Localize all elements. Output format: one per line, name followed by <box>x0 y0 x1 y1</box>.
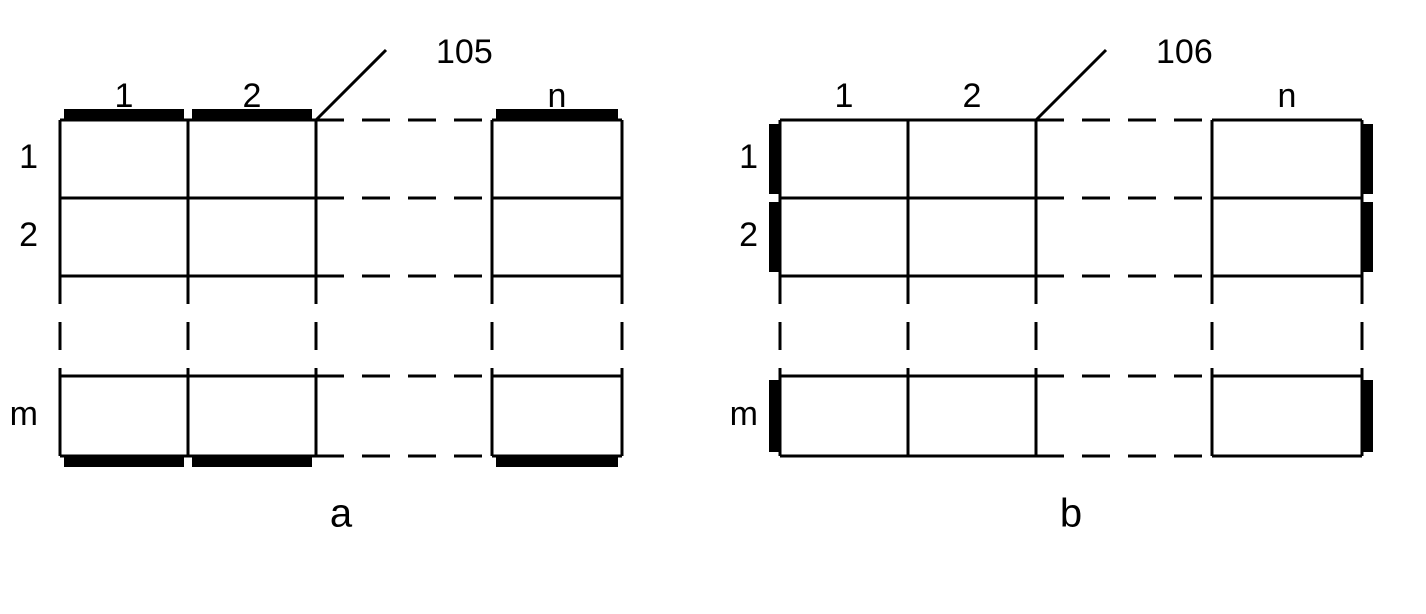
row-label-2: 2 <box>19 216 38 254</box>
diagram-container: 12n12m105a12n12m106b <box>0 0 1426 614</box>
row-label-1: 1 <box>739 138 758 176</box>
row-label-1: 1 <box>19 138 38 176</box>
row-label-m: m <box>10 395 38 433</box>
col-label-1: 1 <box>835 77 854 115</box>
row-label-2: 2 <box>739 216 758 254</box>
col-label-2: 2 <box>963 77 982 115</box>
caption: a <box>330 492 353 536</box>
diagram-svg: 12n12m105a12n12m106b <box>0 0 1426 614</box>
caption: b <box>1060 492 1082 536</box>
row-label-m: m <box>730 395 758 433</box>
callout-number: 106 <box>1156 33 1213 71</box>
callout-number: 105 <box>436 33 493 71</box>
col-label-n: n <box>1278 77 1297 115</box>
callout-leader <box>316 50 386 120</box>
callout-leader <box>1036 50 1106 120</box>
